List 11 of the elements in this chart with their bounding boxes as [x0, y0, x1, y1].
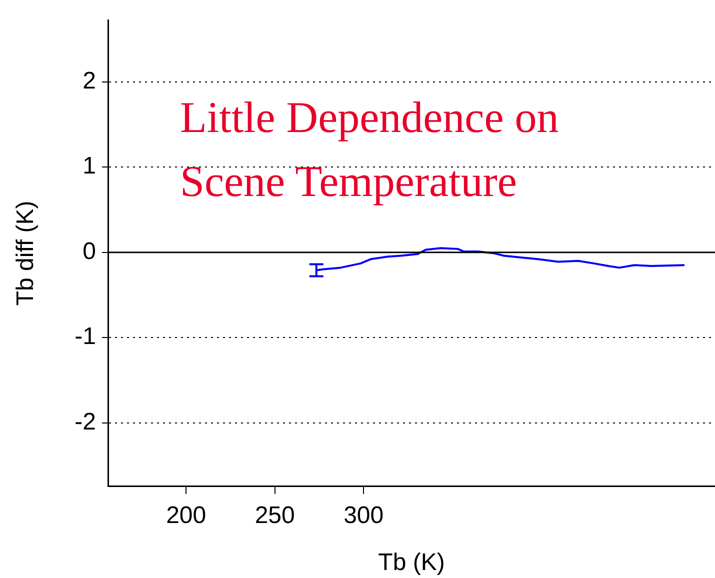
annotation: Little Dependence on Scene Temperature — [180, 92, 560, 208]
y-tick-label: 2 — [82, 67, 96, 94]
y-tick-label: -2 — [74, 408, 96, 436]
x-axis-title: Tb (K) — [378, 549, 445, 576]
y-axis-title: Tb diff (K) — [12, 200, 40, 306]
x-tick-label: 300 — [344, 502, 384, 530]
x-tick-label: 200 — [166, 502, 206, 530]
y-tick-label: 0 — [82, 238, 96, 265]
y-tick-label: -1 — [74, 323, 96, 350]
x-tick-label: 250 — [254, 502, 295, 530]
y-tick-label: 1 — [82, 152, 96, 180]
